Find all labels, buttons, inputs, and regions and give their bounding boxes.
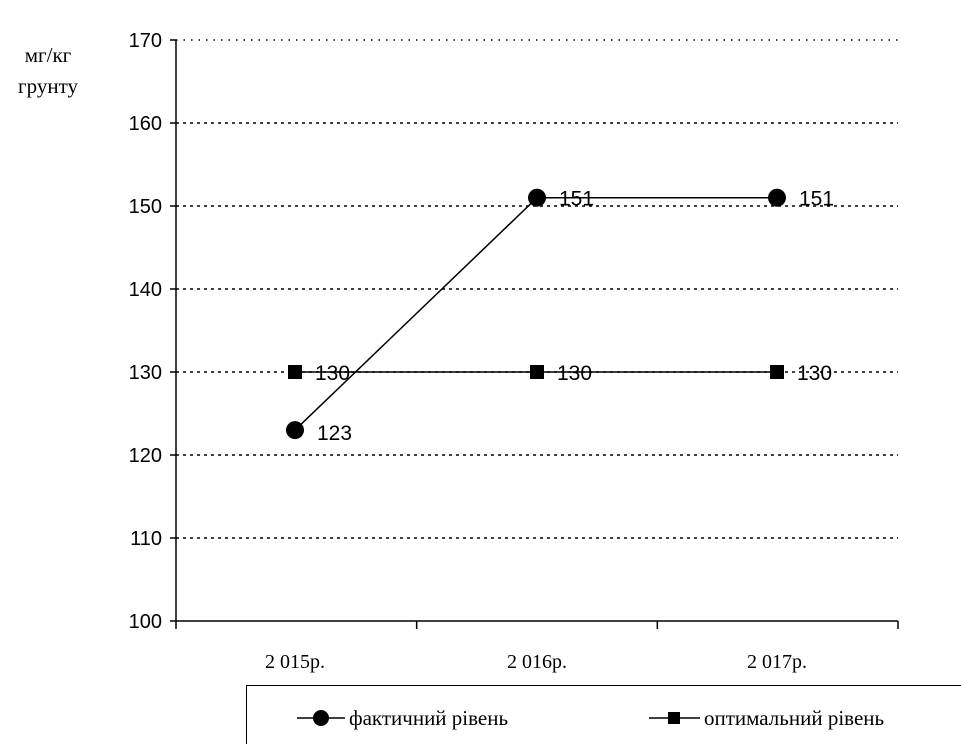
y-tick-labels: 100 110 120 130 140 150 160 170 xyxy=(129,30,162,633)
y-tick-label-120: 120 xyxy=(129,445,162,467)
x-tick-label-1: 2 016р. xyxy=(507,651,567,673)
x-tick-labels: 2 015р. 2 016р. 2 017р. xyxy=(265,651,807,673)
point-actual-0 xyxy=(286,421,304,440)
y-tick-label-130: 130 xyxy=(129,362,162,384)
legend-box xyxy=(246,685,961,744)
y-unit-label-line2: грунту xyxy=(18,74,78,98)
y-tick-label-150: 150 xyxy=(129,196,162,218)
point-actual-2 xyxy=(768,188,786,207)
point-actual-1 xyxy=(528,188,546,207)
legend-label-actual: фактичний рівень xyxy=(349,706,508,730)
legend: фактичний рівень оптимальний рівень xyxy=(246,685,961,744)
y-tick-label-100: 100 xyxy=(129,611,162,633)
y-tick-label-110: 110 xyxy=(130,528,162,550)
y-tick-label-160: 160 xyxy=(129,113,162,135)
axes xyxy=(170,39,899,629)
y-tick-label-140: 140 xyxy=(129,279,162,301)
data-label-optimal-2: 130 xyxy=(797,362,832,385)
point-optimal-1 xyxy=(530,365,544,379)
point-optimal-0 xyxy=(288,365,302,379)
point-optimal-2 xyxy=(770,365,784,379)
series-layer xyxy=(286,188,786,440)
data-labels: 123 151 151 130 130 130 xyxy=(315,188,834,445)
data-label-actual-1: 151 xyxy=(559,188,594,211)
y-tick-label-170: 170 xyxy=(129,30,162,52)
x-tick-label-0: 2 015р. xyxy=(265,651,325,673)
legend-marker-square xyxy=(668,712,680,724)
legend-label-optimal: оптимальний рівень xyxy=(704,706,884,730)
data-label-optimal-0: 130 xyxy=(315,362,350,385)
legend-marker-circle xyxy=(313,710,329,726)
series-line-0 xyxy=(294,196,777,431)
x-tick-label-2: 2 017р. xyxy=(747,651,807,673)
data-label-actual-0: 123 xyxy=(317,422,352,445)
data-label-actual-2: 151 xyxy=(799,188,834,211)
data-label-optimal-1: 130 xyxy=(557,362,592,385)
gridlines xyxy=(176,39,898,539)
y-unit-label-line1: мг/кг xyxy=(25,43,72,67)
